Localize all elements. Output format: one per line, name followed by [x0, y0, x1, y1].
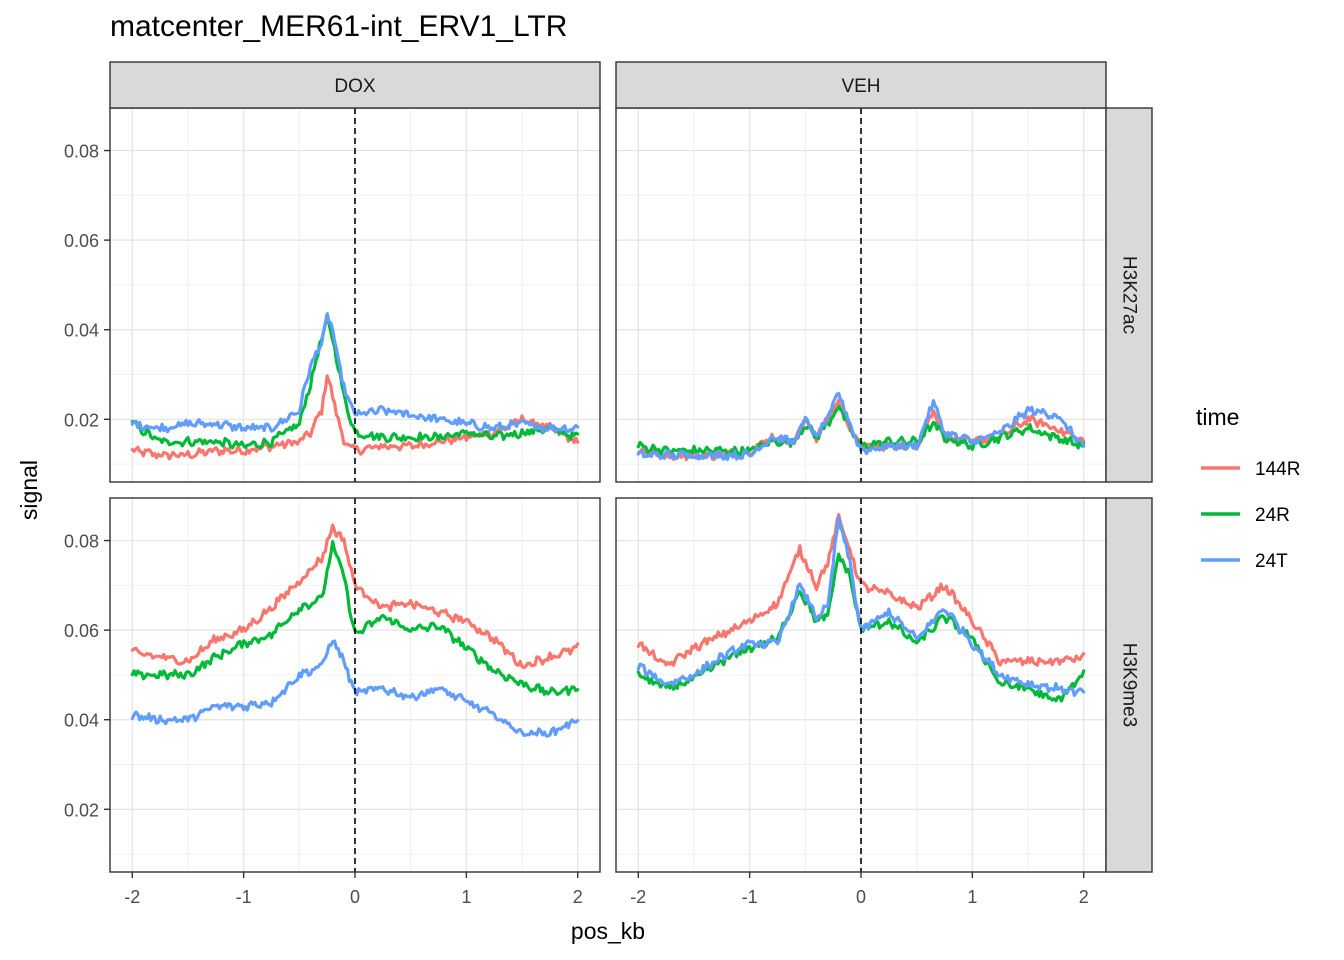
chart-title: matcenter_MER61-int_ERV1_LTR: [110, 10, 568, 43]
y-tick-label: 0.06: [64, 231, 99, 251]
x-tick-label: -2: [124, 887, 140, 907]
series-line-24T: [130, 312, 580, 434]
strip-veh: VEH: [615, 61, 1107, 109]
y-tick-label: 0.04: [64, 711, 99, 731]
x-tick-label: 2: [1079, 887, 1089, 907]
strip-h3k9me3: H3K9me3: [1105, 497, 1153, 873]
strip-h3k27ac: H3K27ac: [1105, 107, 1153, 483]
x-tick-label: 0: [350, 887, 360, 907]
legend-label-24R: 24R: [1255, 505, 1290, 526]
legend-title: time: [1196, 404, 1239, 430]
y-tick-label: 0.02: [64, 800, 99, 820]
strip-background: [109, 61, 601, 109]
facet-panel-veh-h3k9me3: [615, 497, 1107, 873]
x-axis-title: pos_kb: [571, 918, 645, 944]
y-tick-label: 0.08: [64, 532, 99, 552]
facet-panel-dox-h3k9me3: [109, 497, 601, 873]
x-tick-label: 1: [461, 887, 471, 907]
legend-label-24T: 24T: [1255, 551, 1288, 572]
y-axis-title: signal: [16, 460, 42, 520]
x-tick-label: -2: [630, 887, 646, 907]
x-tick-label: -1: [742, 887, 758, 907]
strip-label-h3k27ac: H3K27ac: [1119, 256, 1140, 334]
x-tick-label: 2: [573, 887, 583, 907]
strip-label-veh: VEH: [841, 76, 880, 97]
facet-panel-veh-h3k27ac: [615, 107, 1107, 483]
y-tick-label: 0.04: [64, 321, 99, 341]
x-tick-label: -1: [236, 887, 252, 907]
strip-background: [1105, 107, 1153, 483]
legend: time 144R 24R 24T: [1196, 404, 1300, 572]
strip-dox: DOX: [109, 61, 601, 109]
legend-label-144R: 144R: [1255, 459, 1300, 480]
strip-background: [1105, 497, 1153, 873]
y-tick-label: 0.02: [64, 410, 99, 430]
x-tick-label: 1: [967, 887, 977, 907]
facet-panel-dox-h3k27ac: [109, 107, 601, 483]
y-tick-label: 0.08: [64, 142, 99, 162]
strip-label-h3k9me3: H3K9me3: [1119, 643, 1140, 728]
series-line-24T: [636, 515, 1086, 698]
y-tick-label: 0.06: [64, 621, 99, 641]
x-tick-label: 0: [856, 887, 866, 907]
strip-background: [615, 61, 1107, 109]
strip-label-dox: DOX: [334, 76, 376, 97]
